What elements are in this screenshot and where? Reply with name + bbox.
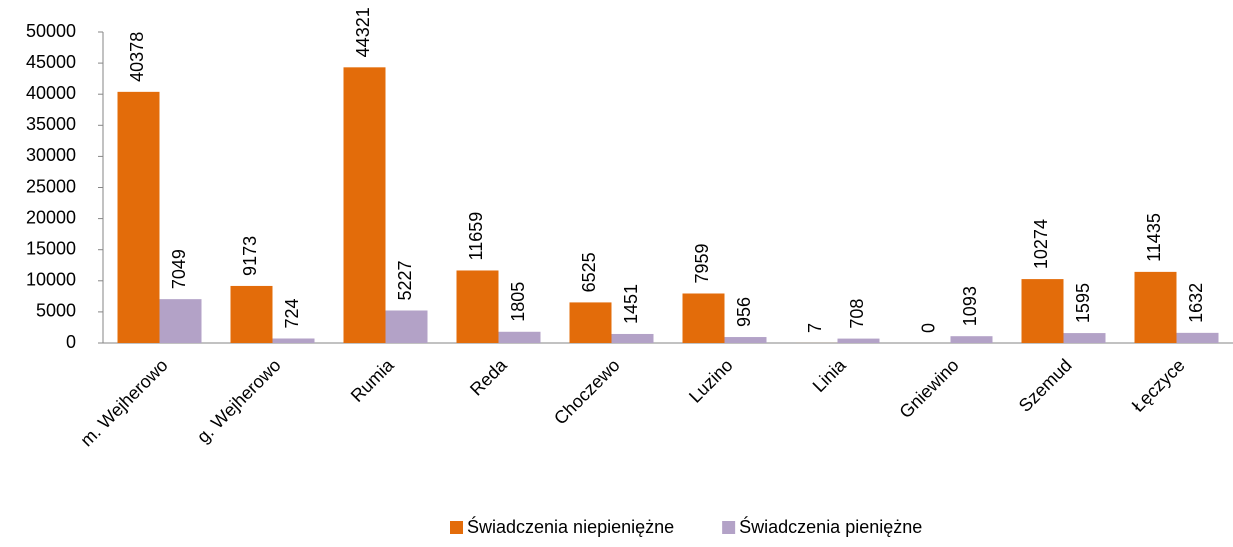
x-tick-label: Choczewo — [550, 355, 624, 429]
bar — [1063, 333, 1106, 343]
y-tick-label: 45000 — [26, 52, 76, 72]
x-tick-label: Luzino — [685, 355, 737, 407]
legend-swatch — [450, 521, 463, 534]
value-label: 0 — [918, 323, 938, 333]
bar — [1021, 279, 1064, 343]
x-tick-label: Rumia — [347, 354, 399, 406]
value-label: 1632 — [1186, 283, 1206, 323]
x-tick-label: Szemud — [1015, 355, 1076, 416]
value-label: 6525 — [579, 252, 599, 292]
x-tick-label: Łęczyce — [1128, 355, 1189, 416]
x-tick-label: g. Wejherowo — [193, 355, 285, 447]
bar — [498, 331, 541, 343]
y-tick-label: 30000 — [26, 145, 76, 165]
bar — [1134, 271, 1177, 343]
bar — [117, 91, 160, 343]
y-tick-label: 0 — [66, 332, 76, 352]
y-tick-label: 15000 — [26, 238, 76, 258]
value-label: 40378 — [127, 32, 147, 82]
bar — [230, 285, 273, 343]
value-label: 7049 — [169, 249, 189, 289]
bar — [159, 299, 202, 343]
value-label: 11659 — [466, 212, 486, 261]
x-tick-label: Gniewino — [895, 355, 962, 422]
y-tick-label: 20000 — [26, 207, 76, 227]
y-tick-label: 40000 — [26, 83, 76, 103]
value-label: 1595 — [1073, 283, 1093, 323]
y-tick-label: 50000 — [26, 21, 76, 41]
bar — [272, 338, 315, 343]
bar — [611, 333, 654, 343]
value-label: 7959 — [692, 243, 712, 283]
legend-label: Świadczenia pieniężne — [739, 516, 922, 537]
value-label: 9173 — [240, 236, 260, 276]
bar — [682, 293, 725, 343]
legend-swatch — [722, 521, 736, 534]
x-tick-label: m. Wejherowo — [76, 355, 171, 450]
bar — [385, 310, 428, 343]
value-label: 5227 — [395, 260, 415, 300]
value-label: 956 — [734, 297, 754, 327]
value-label: 10274 — [1031, 219, 1051, 269]
bar — [724, 337, 767, 343]
value-label: 7 — [805, 323, 825, 333]
value-label: 708 — [847, 299, 867, 329]
y-tick-label: 25000 — [26, 176, 76, 196]
bar — [1176, 332, 1219, 343]
bar — [837, 338, 880, 343]
value-label: 1093 — [960, 286, 980, 326]
y-tick-label: 5000 — [36, 301, 76, 321]
x-tick-label: Reda — [466, 354, 511, 399]
value-label: 44321 — [353, 7, 373, 57]
x-tick-label: Linia — [809, 354, 851, 396]
y-tick-label: 35000 — [26, 114, 76, 134]
value-label: 1451 — [621, 284, 641, 324]
bar — [569, 302, 612, 343]
value-label: 1805 — [508, 282, 528, 322]
value-label: 724 — [282, 298, 302, 328]
value-label: 11435 — [1144, 213, 1164, 262]
bar — [456, 270, 499, 343]
y-tick-label: 10000 — [26, 270, 76, 290]
bar — [950, 336, 993, 343]
bar — [343, 67, 386, 344]
legend-label: Świadczenia niepieniężne — [467, 516, 674, 537]
